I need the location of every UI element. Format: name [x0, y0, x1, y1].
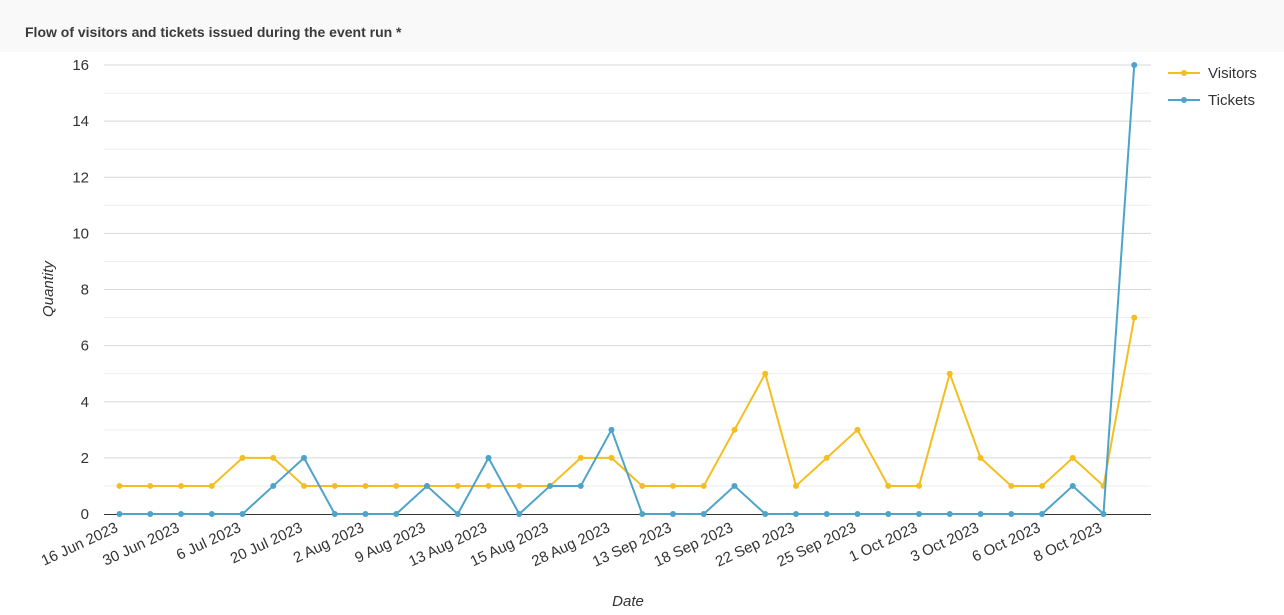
data-point-tickets	[700, 511, 707, 517]
data-point-tickets	[208, 511, 215, 517]
data-point-tickets	[1100, 511, 1107, 517]
data-point-tickets	[762, 511, 769, 517]
x-tick-label: 6 Oct 2023	[969, 519, 1043, 565]
series-group	[116, 62, 1138, 517]
data-point-visitors	[208, 482, 215, 489]
x-tick-label: 3 Oct 2023	[908, 519, 982, 565]
y-tick-label: 8	[81, 282, 89, 299]
y-tick-label: 0	[81, 506, 89, 523]
data-point-visitors	[1008, 482, 1015, 489]
data-point-visitors	[1069, 454, 1076, 461]
data-point-tickets	[424, 482, 430, 489]
series-line-tickets	[119, 64, 1136, 515]
y-tick-label: 6	[81, 338, 89, 355]
data-point-visitors	[270, 454, 277, 461]
data-point-visitors	[731, 426, 738, 433]
legend: Visitors Tickets	[1168, 65, 1257, 109]
data-point-tickets	[1131, 62, 1138, 68]
data-point-tickets	[977, 511, 984, 517]
y-tick-label: 10	[72, 225, 89, 242]
data-point-tickets	[485, 454, 492, 461]
data-point-tickets	[946, 511, 953, 517]
data-point-tickets	[1069, 482, 1076, 489]
data-point-visitors	[331, 482, 338, 489]
y-tick-label: 16	[72, 57, 89, 74]
data-point-tickets	[147, 511, 154, 517]
gridlines	[104, 64, 1151, 487]
data-point-visitors	[823, 454, 830, 461]
data-point-visitors	[178, 482, 184, 489]
legend-item-tickets: Tickets	[1168, 92, 1255, 109]
data-point-visitors	[885, 482, 892, 489]
data-point-visitors	[700, 482, 707, 489]
data-point-tickets	[547, 482, 553, 489]
x-axis-title: Date	[612, 593, 644, 610]
data-point-tickets	[301, 454, 307, 461]
data-point-visitors	[239, 454, 246, 461]
y-tick-label: 2	[81, 450, 89, 467]
panel-header: Flow of visitors and tickets issued duri…	[0, 0, 1284, 52]
data-point-tickets	[239, 511, 246, 517]
data-point-tickets	[885, 511, 892, 517]
data-point-visitors	[393, 482, 400, 489]
data-point-tickets	[823, 511, 830, 517]
data-point-tickets	[639, 511, 646, 517]
data-point-tickets	[793, 511, 799, 517]
data-point-visitors	[946, 370, 953, 377]
data-point-visitors	[362, 482, 369, 489]
y-axis-title: Quantity	[40, 260, 57, 317]
legend-swatch-marker	[1181, 70, 1187, 76]
data-point-visitors	[854, 426, 861, 433]
data-point-visitors	[977, 454, 984, 461]
data-point-visitors	[916, 482, 922, 489]
chart-title: Flow of visitors and tickets issued duri…	[25, 24, 402, 40]
data-point-tickets	[916, 511, 922, 517]
data-point-visitors	[1039, 482, 1045, 489]
data-point-visitors	[485, 482, 492, 489]
data-point-visitors	[147, 482, 154, 489]
data-point-visitors	[301, 482, 307, 489]
data-point-tickets	[731, 482, 738, 489]
data-point-visitors	[762, 370, 769, 377]
data-point-tickets	[393, 511, 400, 517]
data-point-tickets	[362, 511, 369, 517]
data-point-tickets	[516, 511, 523, 517]
y-tick-label: 12	[72, 169, 89, 186]
x-tick-label: 8 Oct 2023	[1031, 519, 1105, 565]
data-point-visitors	[793, 482, 799, 489]
y-tick-label: 4	[81, 394, 89, 411]
legend-label: Visitors	[1208, 65, 1257, 82]
data-point-tickets	[577, 482, 584, 489]
data-point-tickets	[854, 511, 861, 517]
data-point-visitors	[670, 482, 676, 489]
data-point-visitors	[1131, 314, 1138, 321]
data-point-tickets	[608, 426, 615, 433]
data-point-tickets	[331, 511, 338, 517]
data-point-visitors	[577, 454, 584, 461]
data-point-tickets	[116, 511, 123, 517]
data-point-visitors	[516, 482, 523, 489]
data-point-visitors	[608, 454, 615, 461]
data-point-tickets	[178, 511, 184, 517]
legend-label: Tickets	[1208, 92, 1255, 109]
series-tickets	[116, 62, 1138, 517]
y-tick-label: 14	[72, 113, 89, 130]
data-point-visitors	[639, 482, 646, 489]
legend-item-visitors: Visitors	[1168, 65, 1257, 82]
data-point-tickets	[670, 511, 676, 517]
legend-swatch-marker	[1181, 97, 1187, 103]
y-axis-ticks: 0 2 4 6 8 10 12 14 16	[72, 57, 89, 523]
data-point-visitors	[454, 482, 461, 489]
data-point-tickets	[1039, 511, 1045, 517]
data-point-tickets	[1008, 511, 1015, 517]
data-point-visitors	[116, 482, 123, 489]
x-tick-label: 1 Oct 2023	[846, 519, 920, 565]
data-point-tickets	[270, 482, 277, 489]
data-point-tickets	[454, 511, 461, 517]
